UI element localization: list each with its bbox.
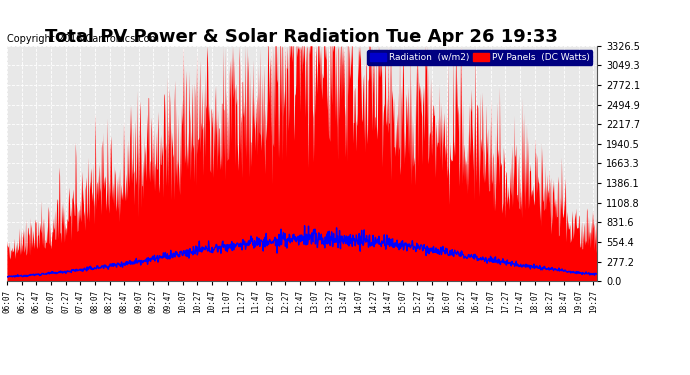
Title: Total PV Power & Solar Radiation Tue Apr 26 19:33: Total PV Power & Solar Radiation Tue Apr… [46,28,558,46]
Legend: Radiation  (w/m2), PV Panels  (DC Watts): Radiation (w/m2), PV Panels (DC Watts) [367,50,592,64]
Text: Copyright 2016 Cartronics.com: Copyright 2016 Cartronics.com [7,34,159,44]
